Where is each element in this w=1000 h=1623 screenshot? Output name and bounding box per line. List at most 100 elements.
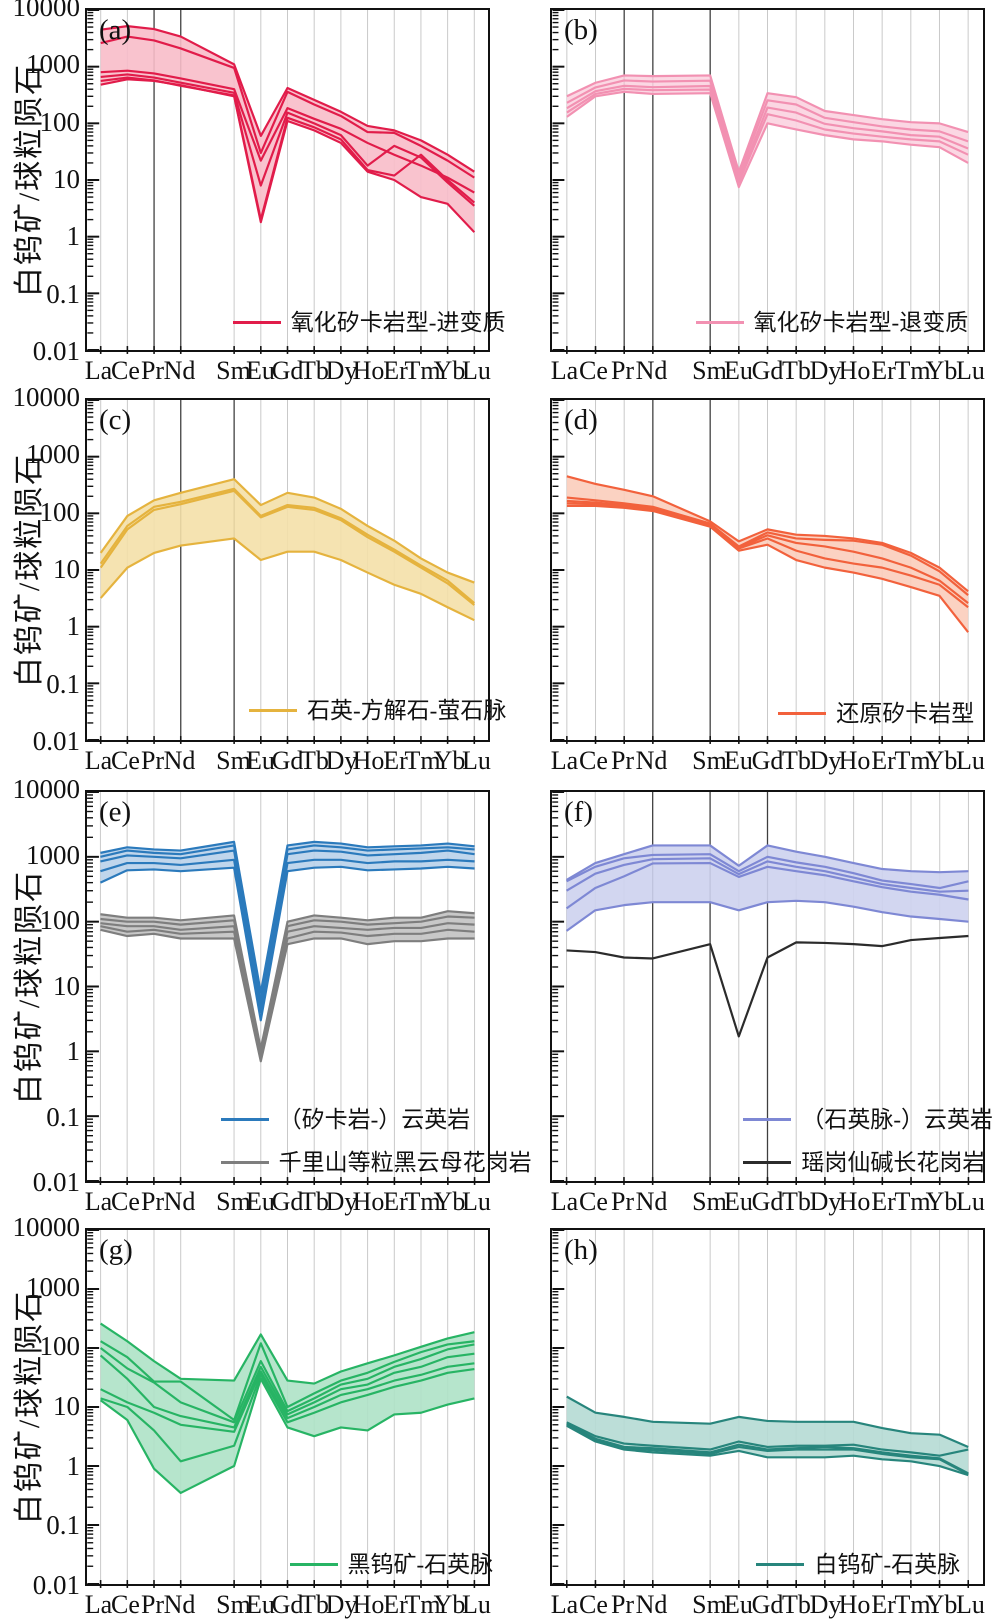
x-axis-label: Lu (956, 746, 985, 775)
x-axis-label: Yb (925, 1590, 958, 1619)
panel-plot-svg (552, 399, 969, 744)
y-tick-label: 1 (66, 1450, 81, 1481)
x-axis-label: Pr (140, 746, 165, 775)
x-axis-label: Tm (404, 1590, 441, 1619)
x-axis-label: Tm (404, 746, 441, 775)
y-tick-label: 10 (53, 554, 80, 584)
panel-letter: (f) (564, 796, 593, 828)
x-axis-label: Dy (809, 1187, 842, 1216)
x-axis-label: Sm (692, 356, 727, 385)
x-axis-label: Lu (956, 1590, 985, 1619)
x-axis-label: La (550, 356, 579, 385)
x-axis-label: Eu (724, 1590, 753, 1619)
x-axis-label: Yb (925, 746, 958, 775)
panel-letter: (d) (564, 404, 598, 436)
x-axis-label: Nd (163, 1590, 196, 1619)
legend-line-swatch (220, 1161, 269, 1165)
x-axis-label: Tm (404, 356, 441, 385)
legend-label: 白钨矿-石英脉 (814, 1551, 961, 1577)
x-axis-label: Tm (894, 746, 931, 775)
y-tick-label: 1 (66, 1036, 81, 1066)
x-axis-label: La (550, 1187, 579, 1216)
x-axis-label: La (84, 746, 113, 775)
panel-c: (c) 石英-方解石-萤石脉 (85, 398, 506, 744)
y-tick-label: 1 (66, 611, 81, 642)
legend-line-swatch (249, 709, 297, 713)
legend-row: 氧化矽卡岩型-进变质 (232, 309, 506, 335)
x-axis-label: Eu (724, 746, 753, 775)
x-axis-label: Tb (782, 1590, 811, 1619)
x-axis-label: Tm (894, 356, 931, 385)
x-axis-label: Nd (635, 356, 668, 385)
panel-letter: (g) (99, 1234, 133, 1266)
panel-plot-svg (87, 399, 476, 744)
x-axis-label: Tb (300, 1590, 329, 1619)
x-axis-label: Dy (809, 356, 842, 385)
y-tick-label: 0.1 (46, 278, 80, 309)
legend-label: 氧化矽卡岩型-退变质 (753, 309, 969, 335)
legend-row: 石英-方解石-萤石脉 (249, 699, 506, 722)
y-tick-label: 10000 (12, 382, 81, 412)
x-axis-label: Er (871, 356, 896, 385)
panel-letter: (b) (564, 14, 598, 46)
x-axis-label: Tb (300, 746, 329, 775)
legend-label: 瑶岗仙碱长花岗岩 (801, 1150, 986, 1176)
x-axis-label: Ho (352, 356, 385, 385)
y-tick-label: 0.01 (32, 336, 80, 366)
x-axis-label: Ho (838, 356, 871, 385)
x-axis-label: Dy (809, 746, 842, 775)
legend-line-swatch (220, 1118, 269, 1122)
y-tick-label: 10000 (12, 0, 81, 22)
x-axis-label: Pr (610, 356, 635, 385)
x-axis-label: Nd (163, 746, 196, 775)
x-axis-label: Pr (610, 746, 635, 775)
panel-f: (f) （石英脉-）云英岩 瑶岗仙碱长花岗岩 (550, 790, 993, 1185)
legend-label: 还原矽卡岩型 (836, 701, 975, 727)
x-axis-label: Sm (692, 746, 727, 775)
y-tick-label: 10 (53, 1391, 80, 1421)
x-axis-label: Nd (635, 1187, 668, 1216)
legend-line-swatch (778, 712, 827, 716)
x-axis-label: Tm (894, 1187, 931, 1216)
legend-row: 瑶岗仙碱长花岗岩 (743, 1151, 985, 1174)
x-axis-label: Lu (462, 1590, 491, 1619)
y-tick-label: 1000 (26, 839, 80, 870)
x-axis-label: Nd (163, 356, 196, 385)
panel-plot-svg (552, 791, 970, 1185)
x-axis-label: Tm (404, 1187, 441, 1216)
x-axis-label: Pr (140, 1187, 165, 1216)
panel-letter: (e) (99, 796, 132, 828)
x-axis-label: Er (383, 1187, 408, 1216)
x-axis-label: Ce (579, 1187, 608, 1216)
legend-label: 黑钨矿-石英脉 (347, 1551, 494, 1577)
x-axis-label: Tb (300, 1187, 329, 1216)
y-tick-label: 10000 (12, 1212, 81, 1242)
panel-plot-svg (87, 791, 476, 1185)
x-axis-label: Tm (894, 1590, 931, 1619)
panel-d: (d) 还原矽卡岩型 (550, 398, 985, 744)
legend-label: （矽卡岩-）云英岩 (278, 1107, 471, 1133)
panel-e: (e) （矽卡岩-）云英岩 千里山等粒黑云母花岗岩 (85, 790, 532, 1185)
x-axis-label: Gd (271, 746, 304, 775)
x-axis-label: Tb (782, 1187, 811, 1216)
x-axis-label: Gd (271, 1187, 304, 1216)
x-axis-label: Er (871, 746, 896, 775)
legend-line-swatch (743, 1118, 792, 1122)
panel-letter: (h) (564, 1234, 598, 1266)
y-tick-label: 1000 (26, 439, 80, 470)
y-tick-label: 1 (66, 221, 81, 252)
y-tick-label: 10 (53, 164, 80, 194)
legend-line-swatch (695, 320, 744, 324)
x-axis-label: Sm (216, 1187, 251, 1216)
y-tick-label: 100 (39, 905, 81, 935)
legend-label: 氧化矽卡岩型-进变质 (290, 309, 506, 335)
x-axis-label: Yb (433, 1590, 466, 1619)
x-axis-label: Gd (751, 1590, 784, 1619)
x-axis-label: Ho (838, 1187, 871, 1216)
x-axis-label: Lu (462, 746, 491, 775)
panel-letter: (c) (99, 404, 132, 436)
panel-letter: (a) (99, 14, 132, 46)
legend-label: 石英-方解石-萤石脉 (307, 698, 507, 724)
x-axis-label: Yb (925, 1187, 958, 1216)
x-axis-label: Gd (751, 356, 784, 385)
